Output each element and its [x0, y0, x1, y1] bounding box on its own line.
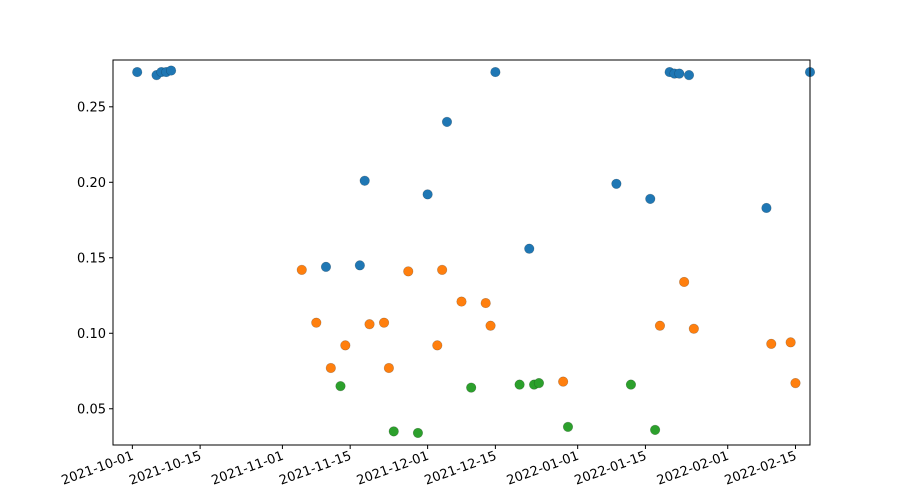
data-point [165, 65, 177, 76]
data-point [688, 323, 699, 334]
data-point [388, 426, 399, 437]
data-point [679, 276, 690, 288]
data-point [325, 362, 336, 374]
data-point [611, 178, 622, 189]
data-point [432, 340, 443, 351]
series-2 [296, 264, 801, 389]
data-point [383, 362, 394, 374]
data-point [480, 297, 491, 309]
data-point [296, 264, 307, 275]
data-point [466, 382, 477, 393]
data-point [456, 296, 467, 307]
y-tick-label: 0.15 [77, 251, 106, 266]
y-tick-label: 0.25 [77, 100, 106, 115]
data-point [761, 202, 772, 214]
data-point [320, 261, 332, 272]
data-point [359, 175, 370, 186]
data-point [650, 424, 661, 436]
data-point [514, 379, 525, 390]
data-point [378, 317, 390, 328]
data-point [485, 320, 496, 331]
y-tick-label: 0.05 [77, 402, 106, 417]
data-point [335, 381, 346, 392]
plot-frame [112, 59, 811, 446]
data-point [558, 376, 569, 387]
data-point [340, 340, 351, 351]
data-point [524, 243, 535, 254]
data-point [654, 320, 666, 331]
data-point [403, 266, 414, 277]
data-point [441, 116, 453, 128]
data-point [766, 338, 777, 349]
data-point [645, 193, 656, 205]
data-point [674, 68, 685, 79]
data-point [354, 260, 365, 271]
data-point [533, 377, 545, 389]
data-point [311, 317, 322, 328]
data-point [132, 66, 143, 78]
y-tick-label: 0.20 [77, 176, 106, 191]
data-point [562, 421, 574, 432]
data-point [422, 189, 433, 200]
data-point [790, 377, 801, 389]
data-point [364, 319, 375, 330]
data-point [625, 379, 637, 390]
data-point [785, 337, 796, 348]
series-3 [335, 377, 661, 439]
y-axis: 0.05 0.10 0.15 0.20 0.25 [77, 100, 113, 417]
data-point [490, 66, 501, 78]
y-tick-label: 0.10 [77, 327, 106, 342]
data-point [412, 427, 424, 439]
data-point [437, 264, 448, 275]
data-point [683, 69, 695, 81]
